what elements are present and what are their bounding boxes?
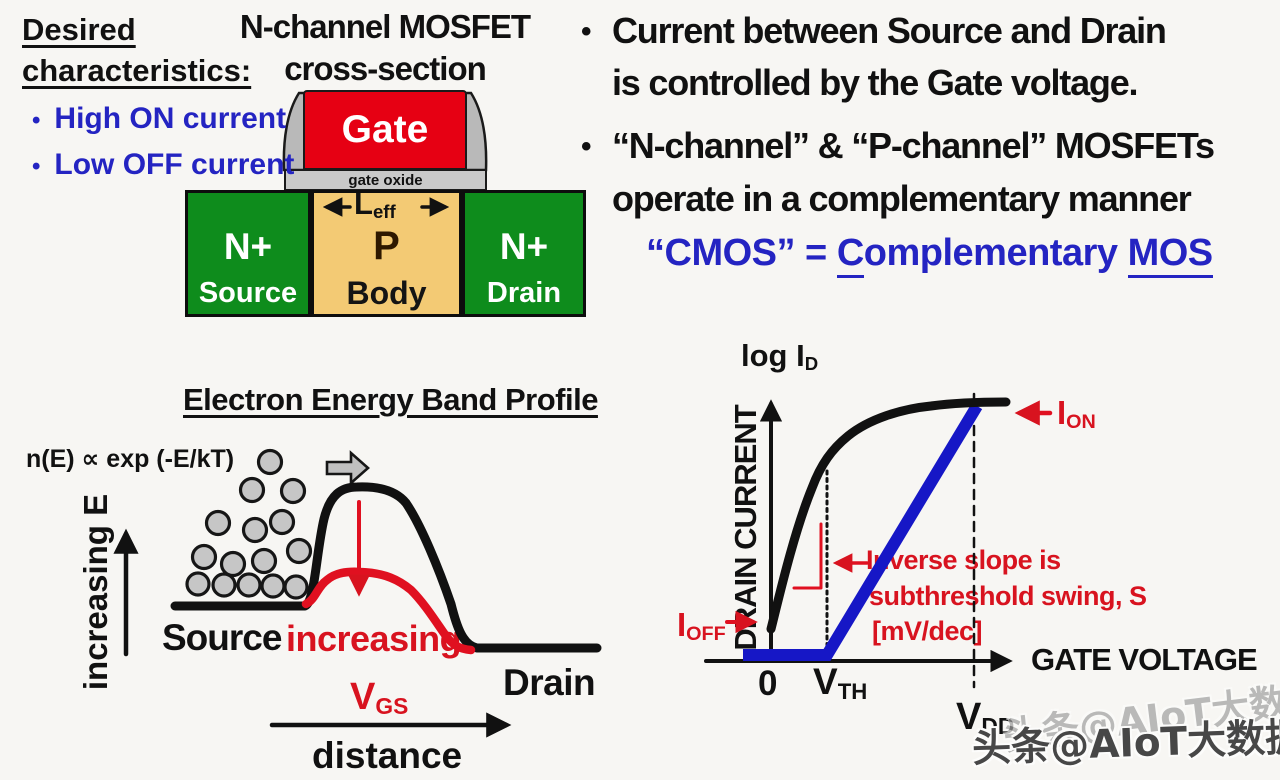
electron <box>204 509 232 537</box>
electron <box>238 476 266 504</box>
leff-base: L <box>354 186 373 221</box>
gate-voltage-axis-label: GATE VOLTAGE <box>1031 642 1258 677</box>
point2-line1: “N-channel” & “P-channel” MOSFETs <box>612 125 1215 166</box>
drain-label: Drain <box>486 276 562 309</box>
drain-current-axis-label: DRAIN CURRENT <box>727 405 763 651</box>
slope-note-line2: subthreshold swing, S <box>869 581 1147 611</box>
gate-oxide-label: gate oxide <box>348 171 423 189</box>
subthreshold-slope-mark <box>792 522 823 590</box>
cmos-definition: “CMOS” = Complementary MOS <box>646 232 1213 278</box>
gate-label: Gate <box>341 108 429 151</box>
electron <box>241 516 269 544</box>
vdd-sub: DD <box>981 713 1015 740</box>
ion-label: ION <box>1057 394 1096 434</box>
tick-vth: VTH <box>813 661 868 704</box>
mosfet-title-line2: cross-section <box>284 50 487 87</box>
cmos-mos-underlined: MOS <box>1127 232 1213 278</box>
ioff-label: IOFF <box>677 606 726 646</box>
electron <box>190 543 218 571</box>
drain-doping-label: N+ <box>499 225 549 267</box>
ioff-base: I <box>677 606 687 643</box>
point2-line2: operate in a complementary manner <box>612 178 1192 219</box>
bullet-dot: • <box>32 107 41 134</box>
vgs-sub: GS <box>375 693 409 720</box>
watermark: 头条@AIoT大数据 <box>971 715 1280 772</box>
band-x-axis-label: distance <box>312 735 463 776</box>
desired-item-high-on: • High ON current <box>32 103 286 134</box>
ion-sub: ON <box>1066 411 1096 434</box>
flow-arrow-icon <box>325 450 370 486</box>
electron <box>279 477 307 505</box>
electron <box>236 572 262 598</box>
bullet-dot: • <box>581 15 592 48</box>
electron <box>250 547 278 575</box>
desired-item-label: Low OFF current <box>54 148 295 181</box>
desired-heading-line2: characteristics: <box>22 53 252 88</box>
electron <box>260 573 286 599</box>
electron <box>283 574 309 600</box>
slope-note-line3: [mV/dec] <box>872 616 983 646</box>
bullet-dot: • <box>32 153 41 180</box>
electron <box>285 537 313 565</box>
desired-item-label: High ON current <box>54 102 287 135</box>
band-vgs-label: VGS <box>350 676 409 720</box>
vth-base: V <box>813 661 838 702</box>
band-y-axis-label: increasing E <box>76 493 114 691</box>
source-label: Source <box>198 276 298 309</box>
electron <box>219 550 247 578</box>
body-label: Body <box>346 274 427 311</box>
source-doping-label: N+ <box>223 225 273 267</box>
electron <box>211 572 237 598</box>
source-region: N+ Source <box>185 190 311 317</box>
body-doping-label: P <box>373 223 400 268</box>
cmos-middle: omplementary <box>863 232 1128 274</box>
ioff-sub: OFF <box>686 623 726 646</box>
vth-sub: TH <box>837 678 868 704</box>
leff-label: Leff <box>354 186 396 223</box>
tick-vdd: VDD <box>956 696 1015 740</box>
desired-heading-line1: Desired <box>22 12 136 47</box>
drain-region: N+ Drain <box>462 190 586 317</box>
tick-zero: 0 <box>758 664 778 703</box>
logid-title: log ID <box>741 338 819 375</box>
point1-line1: Current between Source and Drain <box>612 10 1167 51</box>
band-increasing-label: increasing <box>286 618 462 659</box>
bullet-dot: • <box>581 130 592 163</box>
ion-base: I <box>1057 394 1067 431</box>
band-relation-label: n(E) ∝ exp (-E/kT) <box>26 445 235 473</box>
cmos-c-underlined: C <box>836 232 864 278</box>
band-profile-title: Electron Energy Band Profile <box>183 382 598 417</box>
slope-note-line1: Inverse slope is <box>866 545 1061 575</box>
cmos-prefix: “CMOS” = <box>646 232 837 274</box>
logid-sub: D <box>804 353 819 375</box>
band-source-label: Source <box>162 617 282 658</box>
point1-line2: is controlled by the Gate voltage. <box>612 62 1139 103</box>
mosfet-title-line1: N-channel MOSFET <box>239 8 531 45</box>
electron <box>268 508 296 536</box>
desired-item-low-off: • Low OFF current <box>32 149 294 180</box>
band-drain-label: Drain <box>503 662 596 703</box>
logid-base: log I <box>741 338 805 373</box>
gate-region: Gate <box>303 90 467 170</box>
vgs-base: V <box>350 676 376 718</box>
leff-sub: eff <box>372 201 396 223</box>
electron <box>256 448 284 476</box>
vdd-base: V <box>956 696 982 738</box>
electron <box>185 571 211 597</box>
